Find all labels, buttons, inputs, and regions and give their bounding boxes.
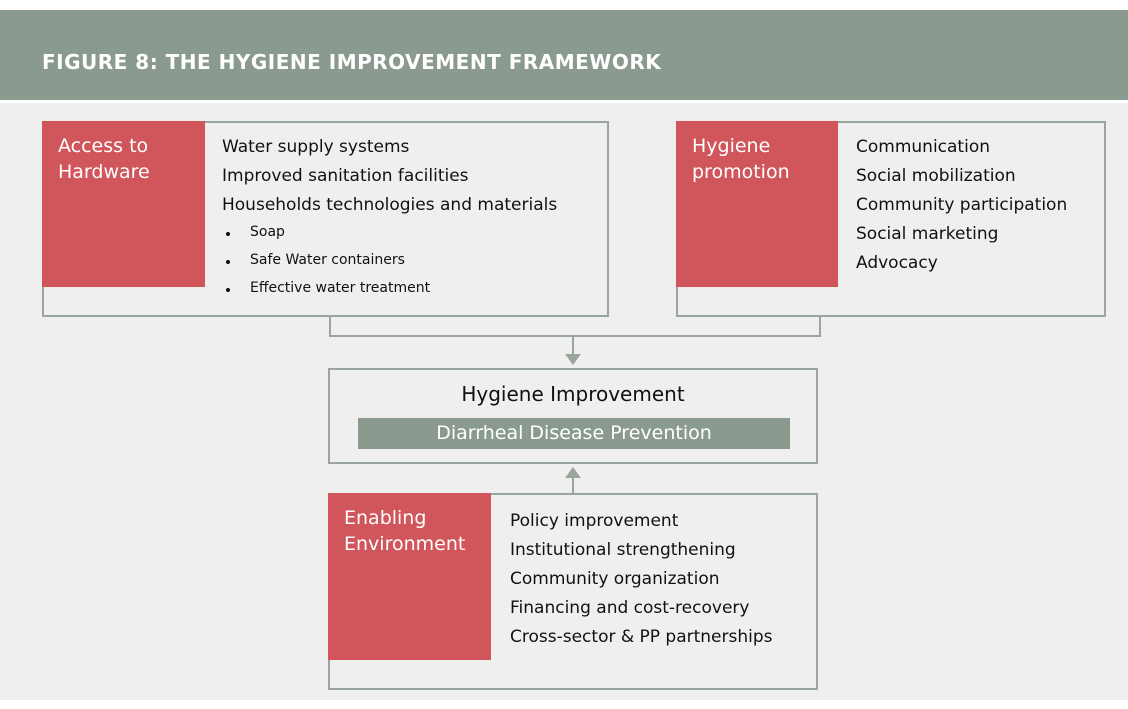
list-item: Water supply systems	[222, 137, 410, 157]
list-item: Communication	[856, 137, 990, 157]
center-title: Hygiene Improvement	[461, 382, 685, 406]
bullet-item: Effective water treatment	[250, 280, 431, 296]
arrow-head	[565, 467, 581, 478]
promotion-label: Hygiene promotion	[676, 121, 838, 287]
list-item: Cross-sector & PP partnerships	[510, 627, 773, 647]
arrow-head	[565, 354, 581, 365]
enabling-label: Enabling Environment	[328, 493, 491, 660]
list-item: Social marketing	[856, 224, 999, 244]
list-item: Institutional strengthening	[510, 540, 736, 560]
list-item: Community organization	[510, 569, 720, 589]
list-item: Financing and cost-recovery	[510, 598, 750, 618]
list-item: Improved sanitation facilities	[222, 166, 469, 186]
header-band	[0, 10, 1128, 100]
bullet-item: Soap	[250, 224, 285, 240]
bullet-item: Safe Water containers	[250, 252, 405, 268]
center-subtitle: Diarrheal Disease Prevention	[358, 418, 790, 449]
bullet-dot	[226, 232, 230, 236]
bullet-dot	[226, 288, 230, 292]
list-item: Social mobilization	[856, 166, 1016, 186]
list-item: Community participation	[856, 195, 1068, 215]
connector	[329, 316, 821, 337]
list-item: Policy improvement	[510, 511, 679, 531]
list-item: Households technologies and materials	[222, 195, 558, 215]
list-item: Advocacy	[856, 253, 938, 273]
bullet-dot	[226, 260, 230, 264]
hardware-label: Access to Hardware	[42, 121, 205, 287]
figure-title: FIGURE 8: THE HYGIENE IMPROVEMENT FRAMEW…	[42, 50, 662, 74]
